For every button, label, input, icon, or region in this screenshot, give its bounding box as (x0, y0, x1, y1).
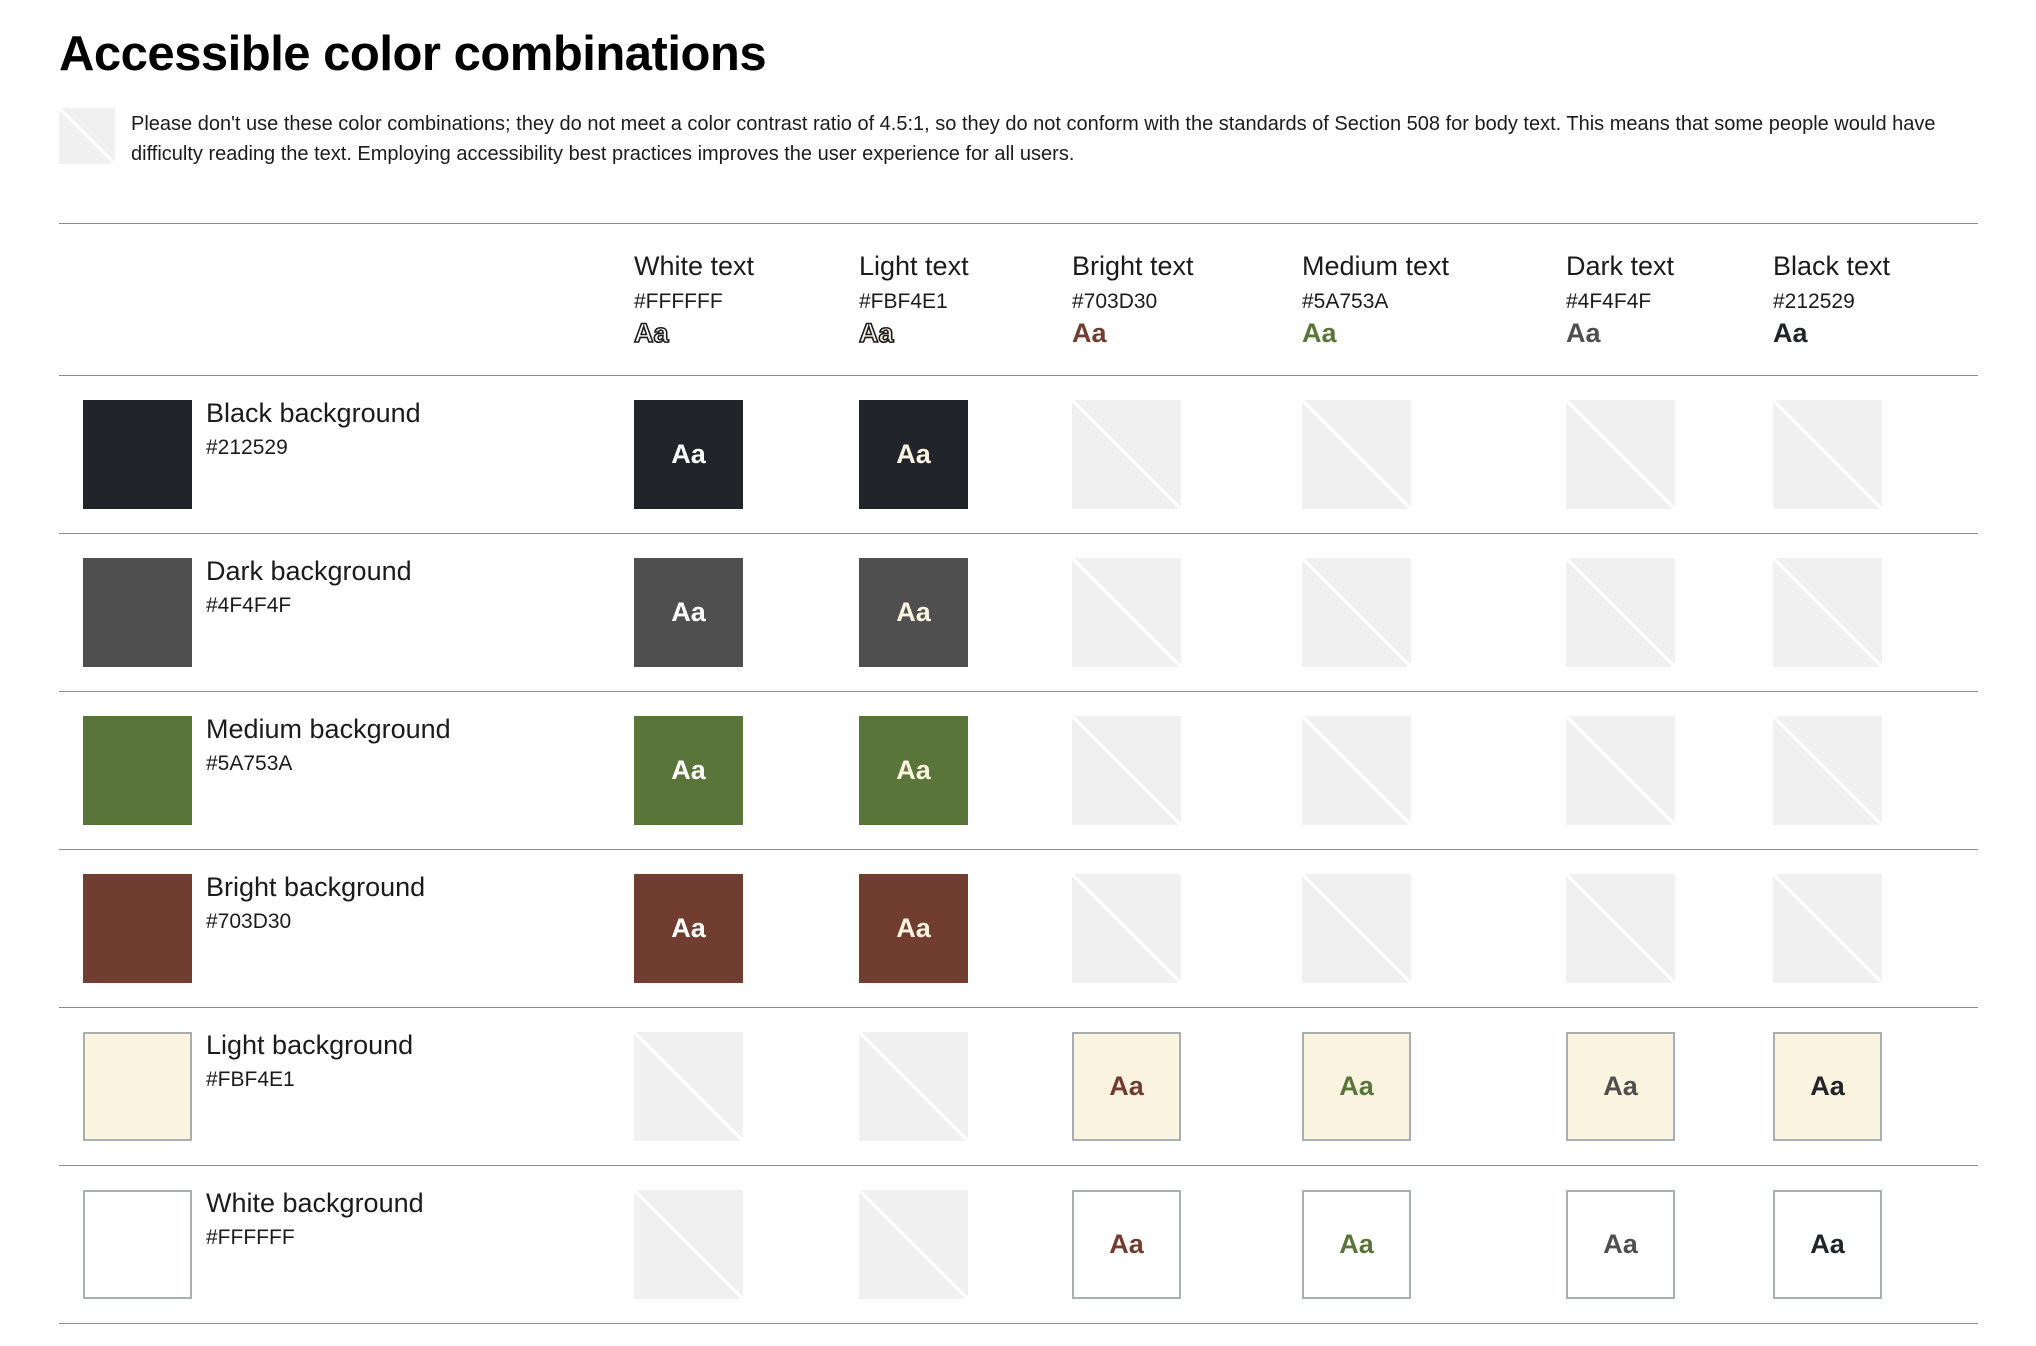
background-hex: #4F4F4F (206, 594, 292, 617)
combination-sample-white-text: Aa (634, 558, 743, 667)
column-header-dark-text: Dark text #4F4F4F Aa (1566, 250, 1674, 348)
column-name: Dark text (1566, 251, 1675, 281)
combination-fail-medium-text (1302, 400, 1411, 509)
column-sample-text: Aa (1072, 318, 1107, 348)
notice-text: Please don't use these color combination… (131, 113, 1936, 165)
grid-header-row: White text #FFFFFF Aa Light text #FBF4E1 Aa Br… (59, 223, 1978, 376)
combination-fail-bright-text (1072, 874, 1181, 983)
column-name: White text (634, 251, 755, 281)
combination-fail-light-text (859, 1032, 968, 1141)
background-hex: #FBF4E1 (206, 1068, 295, 1091)
column-sample-text: Aa (1566, 318, 1601, 348)
combination-fail-bright-text (1072, 716, 1181, 825)
combination-fail-black-text (1773, 716, 1882, 825)
background-swatch (83, 1190, 192, 1299)
column-hex: #5A753A (1302, 290, 1389, 313)
background-label: Dark background #4F4F4F (206, 554, 412, 620)
color-combination-grid: White text #FFFFFF Aa Light text #FBF4E1 Aa Br… (59, 223, 1978, 1324)
background-name: Medium background (206, 714, 451, 744)
combination-sample-black-text: Aa (1773, 1190, 1882, 1299)
column-name: Light text (859, 251, 969, 281)
background-name: Dark background (206, 556, 412, 586)
row-light-background: Light background #FBF4E1 Aa Aa Aa Aa (59, 1008, 1978, 1166)
combination-fail-bright-text (1072, 558, 1181, 667)
combination-fail-dark-text (1566, 716, 1675, 825)
combination-fail-dark-text (1566, 874, 1675, 983)
background-hex: #FFFFFF (206, 1226, 295, 1249)
combination-sample-bright-text: Aa (1072, 1032, 1181, 1141)
column-name: Black text (1773, 251, 1891, 281)
column-sample-text: Aa (1773, 318, 1808, 348)
combination-sample-light-text: Aa (859, 716, 968, 825)
background-name: Bright background (206, 872, 426, 902)
combination-sample-white-text: Aa (634, 400, 743, 509)
background-swatch (83, 874, 192, 983)
background-label: Medium background #5A753A (206, 712, 451, 778)
column-sample-text: Aa (1302, 318, 1337, 348)
combination-sample-light-text: Aa (859, 400, 968, 509)
combination-fail-bright-text (1072, 400, 1181, 509)
background-name: Light background (206, 1030, 414, 1060)
background-hex: #212529 (206, 436, 288, 459)
row-black-background: Black background #212529 Aa Aa (59, 376, 1978, 534)
combination-fail-white-text (634, 1032, 743, 1141)
combination-fail-black-text (1773, 558, 1882, 667)
combination-fail-light-text (859, 1190, 968, 1299)
background-hex: #703D30 (206, 910, 292, 933)
column-name: Bright text (1072, 251, 1194, 281)
combination-sample-dark-text: Aa (1566, 1032, 1675, 1141)
column-hex: #212529 (1773, 290, 1855, 313)
fail-example-swatch (59, 108, 115, 164)
column-hex: #703D30 (1072, 290, 1158, 313)
column-name: Medium text (1302, 251, 1450, 281)
background-swatch (83, 716, 192, 825)
combination-fail-medium-text (1302, 558, 1411, 667)
combination-fail-dark-text (1566, 558, 1675, 667)
combination-sample-light-text: Aa (859, 874, 968, 983)
combination-sample-dark-text: Aa (1566, 1190, 1675, 1299)
column-header-white-text: White text #FFFFFF Aa (633, 250, 755, 349)
row-dark-background: Dark background #4F4F4F Aa Aa (59, 534, 1978, 692)
combination-fail-white-text (634, 1190, 743, 1299)
background-label: White background #FFFFFF (206, 1186, 424, 1252)
background-label: Black background #212529 (206, 396, 421, 462)
background-label: Bright background #703D30 (206, 870, 425, 936)
background-label: Light background #FBF4E1 (206, 1028, 413, 1094)
combination-fail-black-text (1773, 400, 1882, 509)
combination-fail-medium-text (1302, 874, 1411, 983)
background-swatch (83, 1032, 192, 1141)
page-title: Accessible color combinations (59, 27, 767, 81)
fail-notice: Please don't use these color combination… (59, 108, 1959, 169)
combination-sample-medium-text: Aa (1302, 1032, 1411, 1141)
column-header-black-text: Black text #212529 Aa (1773, 250, 1890, 348)
column-header-medium-text: Medium text #5A753A Aa (1302, 250, 1449, 348)
column-sample-text: Aa (633, 317, 669, 349)
combination-fail-dark-text (1566, 400, 1675, 509)
combination-sample-light-text: Aa (859, 558, 968, 667)
combination-sample-white-text: Aa (634, 874, 743, 983)
combination-sample-medium-text: Aa (1302, 1190, 1411, 1299)
row-bright-background: Bright background #703D30 Aa Aa (59, 850, 1978, 1008)
background-swatch (83, 400, 192, 509)
combination-sample-white-text: Aa (634, 716, 743, 825)
column-hex: #FBF4E1 (859, 290, 948, 313)
combination-fail-black-text (1773, 874, 1882, 983)
combination-sample-black-text: Aa (1773, 1032, 1882, 1141)
column-sample-text: Aa (858, 317, 894, 349)
background-name: White background (206, 1188, 424, 1218)
column-header-light-text: Light text #FBF4E1 Aa (858, 250, 969, 349)
column-hex: #4F4F4F (1566, 290, 1652, 313)
combination-sample-bright-text: Aa (1072, 1190, 1181, 1299)
column-header-bright-text: Bright text #703D30 Aa (1072, 250, 1194, 348)
column-hex: #FFFFFF (634, 290, 723, 313)
row-medium-background: Medium background #5A753A Aa Aa (59, 692, 1978, 850)
background-swatch (83, 558, 192, 667)
background-hex: #5A753A (206, 752, 293, 775)
combination-fail-medium-text (1302, 716, 1411, 825)
background-name: Black background (206, 398, 421, 428)
row-white-background: White background #FFFFFF Aa Aa Aa Aa (59, 1166, 1978, 1324)
